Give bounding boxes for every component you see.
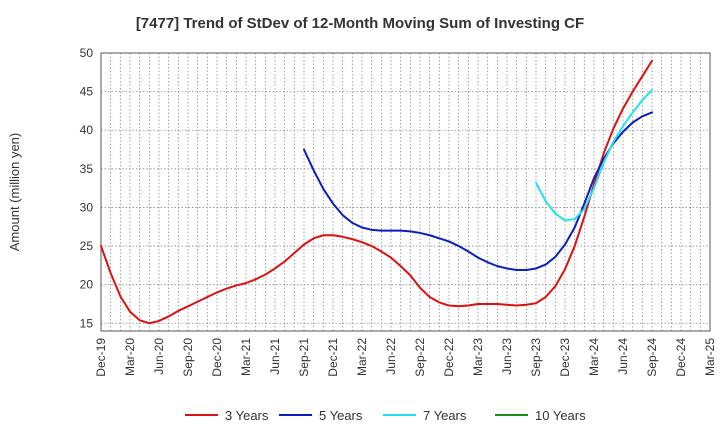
x-tick-label: Jun-22 bbox=[384, 338, 398, 375]
y-axis-label: Amount (million yen) bbox=[7, 133, 22, 252]
x-tick-label: Sep-24 bbox=[645, 338, 659, 377]
y-tick-label: 35 bbox=[80, 162, 94, 176]
y-tick-label: 45 bbox=[80, 85, 94, 99]
chart-title: [7477] Trend of StDev of 12-Month Moving… bbox=[136, 15, 584, 32]
x-tick-label: Jun-21 bbox=[268, 338, 282, 375]
x-tick-label: Jun-24 bbox=[616, 338, 630, 375]
legend-label-10-years: 10 Years bbox=[535, 408, 586, 423]
y-tick-label: 30 bbox=[80, 200, 94, 214]
x-tick-label: Dec-20 bbox=[210, 338, 224, 377]
series-line-7-years bbox=[535, 89, 653, 222]
x-tick-label: Dec-21 bbox=[326, 338, 340, 377]
legend-label-7-years: 7 Years bbox=[423, 408, 467, 423]
legend-label-5-years: 5 Years bbox=[319, 408, 363, 423]
legend: 3 Years 5 Years 7 Years 10 Years bbox=[185, 408, 586, 423]
x-tick-label: Mar-24 bbox=[587, 338, 601, 376]
x-tick-label: Mar-22 bbox=[355, 338, 369, 376]
plot-area: 15 20 25 30 35 40 45 50 Dec-19 Mar-20 Jun-20 Sep-20… bbox=[80, 46, 717, 377]
series-line-5-years bbox=[303, 111, 653, 271]
series-line-3-years bbox=[100, 59, 653, 325]
x-tick-label: Dec-22 bbox=[442, 338, 456, 377]
x-tick-label: Jun-23 bbox=[500, 338, 514, 375]
x-tick-label: Dec-24 bbox=[674, 338, 688, 377]
x-tick-label: Dec-23 bbox=[558, 338, 572, 377]
x-tick-label: Dec-19 bbox=[94, 338, 108, 377]
plot-frame bbox=[100, 52, 711, 332]
legend-label-3-years: 3 Years bbox=[225, 408, 269, 423]
x-tick-label: Sep-22 bbox=[413, 338, 427, 377]
y-tick-label: 20 bbox=[80, 278, 94, 292]
x-tick-label: Mar-20 bbox=[123, 338, 137, 376]
x-tick-label: Jun-20 bbox=[152, 338, 166, 375]
x-tick-label: Mar-21 bbox=[239, 338, 253, 376]
y-tick-label: 15 bbox=[80, 316, 94, 330]
y-tick-label: 50 bbox=[80, 46, 94, 60]
y-tick-label: 40 bbox=[80, 123, 94, 137]
plot-background bbox=[101, 53, 710, 331]
x-tick-label: Mar-25 bbox=[703, 338, 717, 376]
x-tick-label: Sep-21 bbox=[297, 338, 311, 377]
x-tick-label: Mar-23 bbox=[471, 338, 485, 376]
y-tick-label: 25 bbox=[80, 239, 94, 253]
x-tick-label: Sep-23 bbox=[529, 338, 543, 377]
x-tick-label: Sep-20 bbox=[181, 338, 195, 377]
